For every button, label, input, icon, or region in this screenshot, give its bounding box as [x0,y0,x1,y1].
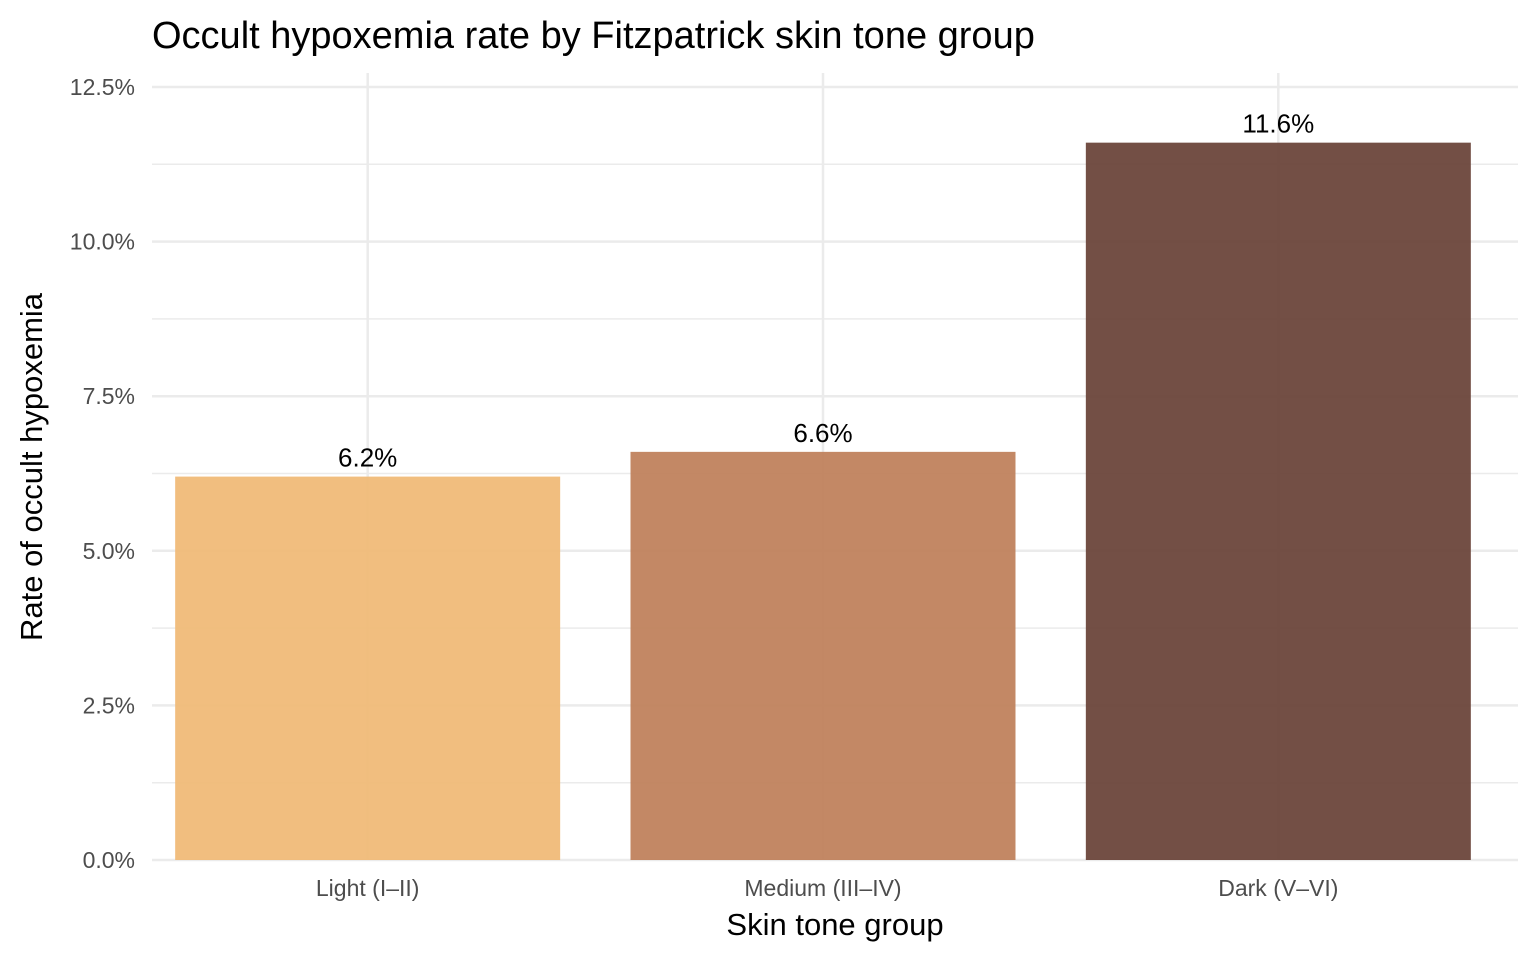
data-label: 6.2% [338,443,397,473]
y-tick-label: 2.5% [83,692,135,718]
bar [1085,142,1471,860]
y-axis-ticks: 0.0% 2.5% 5.0% 7.5% 10.0% 12.5% [70,74,135,873]
bar [175,476,561,860]
x-axis-title: Skin tone group [726,907,943,942]
data-label: 11.6% [1242,109,1314,139]
x-axis-ticks: Light (I–II) Medium (III–IV) Dark (V–VI) [316,875,1339,901]
x-tick-label: Dark (V–VI) [1218,875,1338,901]
bar [630,451,1016,860]
y-tick-label: 5.0% [83,538,135,564]
bars [175,142,1471,860]
chart-title: Occult hypoxemia rate by Fitzpatrick ski… [152,15,1035,57]
x-tick-label: Medium (III–IV) [744,875,901,901]
y-axis-title: Rate of occult hypoxemia [14,292,49,641]
x-tick-label: Light (I–II) [316,875,420,901]
data-labels: 6.2% 6.6% 11.6% [338,109,1314,473]
y-tick-label: 0.0% [83,847,135,873]
data-label: 6.6% [793,418,852,448]
y-tick-label: 12.5% [70,74,135,100]
y-tick-label: 10.0% [70,229,135,255]
y-tick-label: 7.5% [83,383,135,409]
